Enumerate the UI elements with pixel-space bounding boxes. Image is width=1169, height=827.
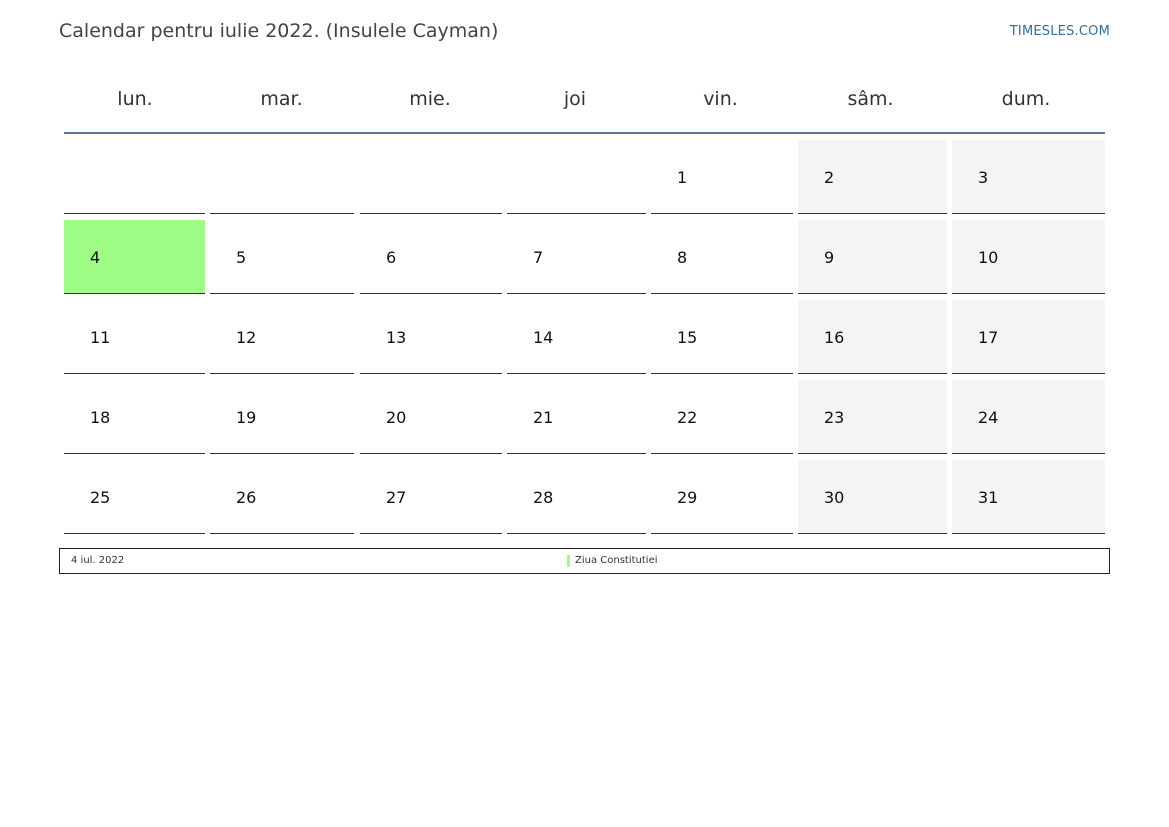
day-cell-saturday[interactable]: 16	[798, 300, 947, 374]
day-cell-saturday[interactable]: 23	[798, 380, 947, 454]
day-number: 26	[236, 488, 257, 507]
day-number: 2	[824, 168, 835, 187]
day-cell-friday[interactable]: 15	[651, 300, 793, 374]
day-cell-wednesday[interactable]: 20	[360, 380, 502, 454]
legend-holiday-name: Ziua Constitutiei	[575, 555, 658, 566]
day-cell-friday[interactable]: 8	[651, 220, 793, 294]
day-cell-friday[interactable]: 1	[651, 140, 793, 214]
day-cell-tuesday[interactable]: 19	[210, 380, 354, 454]
day-cell-saturday[interactable]: 9	[798, 220, 947, 294]
weekday-sunday: dum.	[1001, 88, 1051, 110]
day-number: 24	[978, 408, 999, 427]
week-row: 18 19 20 21 22 23 24	[64, 374, 1105, 454]
week-row: 1 2 3	[64, 134, 1105, 214]
day-cell-thursday[interactable]: 14	[507, 300, 646, 374]
weekday-friday: vin.	[703, 88, 738, 110]
week-row: 11 12 13 14 15 16 17	[64, 294, 1105, 374]
day-number: 29	[677, 488, 698, 507]
legend-date: 4 iul. 2022	[71, 555, 125, 566]
day-cell-monday[interactable]: 11	[64, 300, 205, 374]
day-number: 21	[533, 408, 554, 427]
day-cell-wednesday[interactable]: 27	[360, 460, 502, 534]
day-cell-tuesday[interactable]: 26	[210, 460, 354, 534]
day-cell-friday[interactable]: 29	[651, 460, 793, 534]
day-number: 6	[386, 248, 397, 267]
day-number: 25	[90, 488, 111, 507]
page-title: Calendar pentru iulie 2022. (Insulele Ca…	[59, 20, 499, 42]
day-cell-sunday[interactable]: 3	[952, 140, 1105, 214]
day-number: 12	[236, 328, 257, 347]
holiday-legend: 4 iul. 2022 Ziua Constitutiei	[59, 548, 1110, 574]
day-number: 9	[824, 248, 835, 267]
day-cell-thursday[interactable]: 7	[507, 220, 646, 294]
day-cell-tuesday[interactable]: 12	[210, 300, 354, 374]
day-cell-tuesday	[210, 140, 354, 214]
day-cell-saturday[interactable]: 2	[798, 140, 947, 214]
day-cell-saturday[interactable]: 30	[798, 460, 947, 534]
day-cell-sunday[interactable]: 10	[952, 220, 1105, 294]
day-cell-tuesday[interactable]: 5	[210, 220, 354, 294]
day-number: 28	[533, 488, 554, 507]
day-number: 16	[824, 328, 845, 347]
day-cell-monday[interactable]: 18	[64, 380, 205, 454]
day-cell-friday[interactable]: 22	[651, 380, 793, 454]
day-number: 15	[677, 328, 698, 347]
day-number: 10	[978, 248, 999, 267]
day-cell-sunday[interactable]: 31	[952, 460, 1105, 534]
legend-color-marker	[567, 555, 570, 567]
weeks-container: 1 2 3 4 5 6 7 8 9 10 11 12 13 14 15 16 17 18 19 20 21 22 23 24 2…	[64, 134, 1105, 534]
day-cell-sunday[interactable]: 17	[952, 300, 1105, 374]
day-number: 17	[978, 328, 999, 347]
day-cell-monday	[64, 140, 205, 214]
week-row: 25 26 27 28 29 30 31	[64, 454, 1105, 534]
day-number: 7	[533, 248, 544, 267]
day-number: 11	[90, 328, 111, 347]
day-number: 20	[386, 408, 407, 427]
day-number: 1	[677, 168, 688, 187]
weekday-monday: lun.	[117, 88, 153, 110]
day-cell-monday[interactable]: 25	[64, 460, 205, 534]
day-number: 5	[236, 248, 247, 267]
day-number: 27	[386, 488, 407, 507]
day-number: 30	[824, 488, 845, 507]
weekday-tuesday: mar.	[260, 88, 303, 110]
day-number: 18	[90, 408, 111, 427]
day-number: 4	[90, 248, 101, 267]
day-cell-thursday	[507, 140, 646, 214]
day-cell-monday[interactable]: 4	[64, 220, 205, 294]
day-number: 31	[978, 488, 999, 507]
week-row: 4 5 6 7 8 9 10	[64, 214, 1105, 294]
day-cell-wednesday[interactable]: 6	[360, 220, 502, 294]
brand-link[interactable]: TIMESLES.COM	[1009, 24, 1110, 39]
weekday-wednesday: mie.	[409, 88, 451, 110]
day-number: 22	[677, 408, 698, 427]
day-number: 23	[824, 408, 845, 427]
day-number: 19	[236, 408, 257, 427]
day-number: 8	[677, 248, 688, 267]
day-cell-sunday[interactable]: 24	[952, 380, 1105, 454]
day-number: 3	[978, 168, 989, 187]
weekday-thursday: joi	[563, 88, 587, 110]
day-number: 14	[533, 328, 554, 347]
day-cell-thursday[interactable]: 21	[507, 380, 646, 454]
weekday-header-row: lun. mar. mie. joi vin. sâm. dum.	[64, 78, 1105, 134]
day-cell-wednesday	[360, 140, 502, 214]
day-number: 13	[386, 328, 407, 347]
weekday-saturday: sâm.	[847, 88, 894, 110]
day-cell-wednesday[interactable]: 13	[360, 300, 502, 374]
day-cell-thursday[interactable]: 28	[507, 460, 646, 534]
